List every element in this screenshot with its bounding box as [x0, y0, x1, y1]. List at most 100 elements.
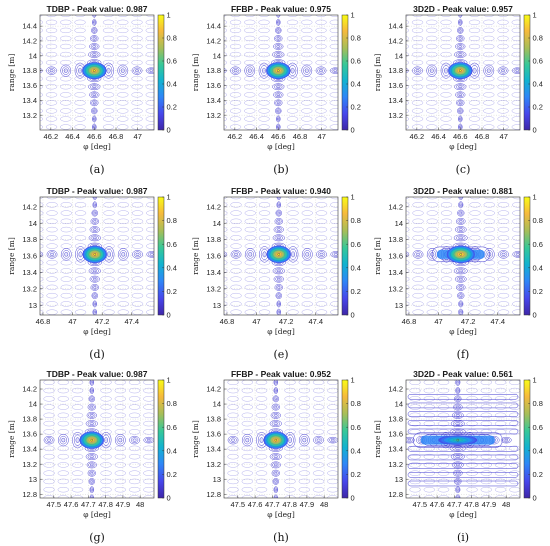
range-sidelobe	[458, 28, 463, 33]
range-sidelobe	[88, 462, 96, 468]
sidelobe-contour	[315, 301, 328, 307]
range-sidelobe	[90, 487, 94, 493]
range-sidelobe	[274, 397, 278, 401]
sidelobe-contour	[329, 100, 338, 106]
sidelobe-contour	[224, 260, 228, 266]
contour-field	[406, 197, 520, 315]
x-tick-label: 46.2	[228, 132, 243, 141]
sidelobe-contour	[497, 43, 509, 50]
range-sidelobe	[93, 211, 96, 215]
sidelobe-contour	[409, 487, 421, 493]
sidelobe-contour	[469, 197, 481, 200]
sidelobe-contour	[287, 235, 299, 241]
azimuth-sidelobe	[104, 437, 109, 443]
sidelobe-contour	[227, 445, 239, 452]
sidelobe-contour	[145, 35, 154, 42]
sidelobe-contour	[409, 420, 421, 427]
panel-caption: (h)	[273, 531, 289, 544]
sidelobe-contour	[244, 100, 256, 106]
range-sidelobe	[457, 219, 465, 224]
sidelobe-contour	[409, 412, 421, 419]
sidelobe-contour	[103, 309, 115, 315]
sidelobe-contour	[406, 92, 409, 98]
sidelobe-contour	[509, 387, 520, 394]
azimuth-sidelobe	[245, 437, 250, 443]
sidelobe-contour	[437, 462, 450, 468]
sidelobe-contour	[480, 487, 492, 493]
sidelobe-contour	[146, 259, 154, 266]
y-tick-label: 13.4	[388, 445, 403, 454]
azimuth-sidelobe	[129, 435, 140, 445]
y-tick-label: 13.8	[388, 66, 403, 75]
range-sidelobe	[453, 421, 463, 426]
sidelobe-contour	[426, 100, 438, 106]
sidelobe-contour	[40, 60, 43, 65]
sidelobe-contour	[244, 301, 256, 307]
azimuth-sidelobe	[231, 67, 240, 74]
sidelobe-contour	[146, 268, 154, 274]
x-tick-label: 47.8	[464, 500, 479, 509]
sidelobe-contour	[40, 36, 43, 41]
sidelobe-contour	[74, 35, 86, 42]
colorbar-tick-label: 0	[167, 494, 171, 503]
sidelobe-contour	[145, 100, 154, 106]
range-sidelobe	[91, 219, 98, 224]
main-lobe-contour	[88, 66, 101, 76]
range-sidelobe	[91, 292, 98, 300]
sidelobe-contour	[406, 455, 407, 458]
sidelobe-contour	[143, 453, 154, 460]
range-sidelobe	[454, 275, 467, 283]
sidelobe-contour	[244, 35, 256, 42]
sidelobe-contour	[466, 404, 478, 410]
azimuth-sidelobe	[248, 252, 253, 257]
y-tick-label: 13.8	[22, 415, 37, 424]
sidelobe-contour	[406, 36, 409, 41]
sidelobe-contour	[406, 276, 410, 282]
sidelobe-contour	[258, 43, 270, 50]
range-sidelobe	[88, 413, 96, 418]
sidelobe-contour	[131, 19, 143, 25]
sidelobe-contour	[229, 76, 242, 82]
azimuth-sidelobe	[147, 68, 154, 73]
sidelobe-contour	[230, 293, 242, 299]
range-sidelobe	[459, 202, 463, 208]
smear-contour	[407, 402, 519, 409]
sidelobe-contour	[258, 92, 270, 98]
x-axis-label: φ [deg]	[449, 142, 477, 151]
range-sidelobe	[458, 269, 464, 273]
azimuth-sidelobe	[45, 437, 53, 443]
range-sidelobe	[455, 479, 461, 484]
range-sidelobe	[453, 413, 462, 418]
sidelobe-contour	[43, 470, 55, 476]
range-sidelobe	[274, 284, 283, 291]
range-sidelobe	[90, 217, 99, 225]
sidelobe-contour	[71, 445, 84, 452]
sidelobe-contour	[511, 35, 520, 42]
sidelobe-contour	[131, 60, 143, 66]
azimuth-sidelobe	[247, 68, 252, 73]
sidelobe-contour	[494, 462, 507, 468]
sidelobe-contour	[412, 202, 424, 208]
azimuth-sidelobe	[313, 435, 324, 445]
sidelobe-contour	[224, 28, 227, 33]
colorbar-tick-label: 0.8	[167, 399, 177, 408]
sidelobe-contour	[511, 43, 520, 50]
x-tick-label: 46.8	[293, 132, 308, 141]
range-sidelobe	[92, 20, 96, 25]
y-tick-label: 13.4	[206, 445, 221, 454]
contour-field	[406, 15, 520, 130]
azimuth-sidelobe	[472, 67, 477, 74]
y-tick-label: 13.8	[206, 66, 221, 75]
panel-caption: (g)	[89, 531, 105, 544]
sidelobe-contour	[286, 124, 299, 130]
panel-title: 3D2D - Peak value: 0.561	[413, 369, 513, 379]
x-axis-label: φ [deg]	[83, 510, 111, 519]
range-sidelobe	[273, 275, 284, 283]
sidelobe-contour	[301, 15, 313, 17]
range-sidelobe	[276, 45, 281, 48]
sidelobe-contour	[43, 478, 55, 485]
azimuth-sidelobe	[149, 253, 154, 256]
range-sidelobe	[454, 51, 467, 58]
sidelobe-contour	[480, 396, 492, 402]
y-tick-label: 12.8	[206, 490, 221, 499]
